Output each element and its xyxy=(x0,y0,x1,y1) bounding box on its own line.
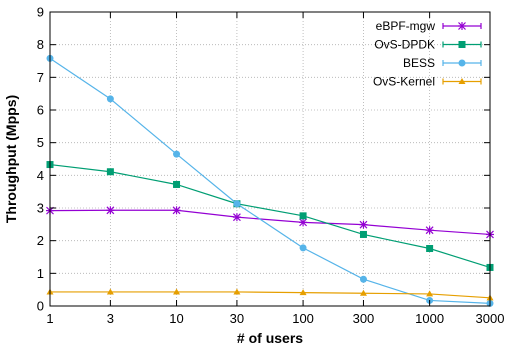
triangle-marker xyxy=(426,290,434,297)
x-tick-label: 3 xyxy=(107,311,114,326)
x-tick-label: 30 xyxy=(230,311,244,326)
x-tick-label: 1000 xyxy=(415,311,444,326)
legend-entry: eBPF-mgw xyxy=(376,19,482,33)
series-BESS xyxy=(46,54,494,307)
series-eBPF-mgw xyxy=(46,206,494,239)
cross-marker xyxy=(359,220,368,229)
circle-marker xyxy=(233,200,241,208)
cross-marker xyxy=(458,22,466,30)
cross-marker xyxy=(299,218,308,227)
square-marker xyxy=(106,168,114,176)
x-tick-label: 10 xyxy=(169,311,183,326)
circle-marker xyxy=(173,150,181,158)
square-marker xyxy=(458,41,466,48)
legend-entry: BESS xyxy=(403,56,482,70)
series-layer xyxy=(46,54,494,307)
legend-entry: OvS-DPDK xyxy=(374,38,482,52)
grid xyxy=(50,12,490,306)
square-marker xyxy=(299,212,307,220)
triangle-marker xyxy=(233,288,241,295)
y-tick-label: 5 xyxy=(37,135,44,150)
series-line xyxy=(50,291,491,299)
circle-marker xyxy=(106,95,114,103)
y-tick-label: 9 xyxy=(37,5,44,20)
square-marker xyxy=(173,180,181,188)
square-marker xyxy=(426,245,434,253)
square-marker xyxy=(359,230,367,238)
legend-label: OvS-DPDK xyxy=(374,38,435,52)
x-axis-label: # of users xyxy=(237,330,303,346)
x-tick-label: 3000 xyxy=(476,311,505,326)
triangle-marker xyxy=(106,288,114,295)
circle-marker xyxy=(458,59,466,67)
triangle-marker xyxy=(173,288,181,295)
cross-marker xyxy=(172,206,181,215)
y-tick-label: 7 xyxy=(37,70,44,85)
cross-marker xyxy=(232,213,241,222)
series-line xyxy=(49,209,491,236)
cross-marker xyxy=(106,206,115,215)
legend-label: eBPF-mgw xyxy=(376,19,436,33)
y-tick-label: 3 xyxy=(37,201,44,216)
legend-label: OvS-Kernel xyxy=(373,75,435,89)
x-tick-label: 100 xyxy=(292,311,314,326)
series-line xyxy=(49,57,491,304)
triangle-marker xyxy=(299,289,307,296)
circle-marker xyxy=(359,275,367,283)
series-OvS-DPDK xyxy=(46,161,494,271)
y-axis-label: Throughput (Mpps) xyxy=(3,95,19,223)
cross-marker xyxy=(425,226,434,235)
legend-label: BESS xyxy=(403,56,435,70)
y-tick-label: 6 xyxy=(37,103,44,118)
plot-frame xyxy=(49,11,491,307)
series-line xyxy=(49,163,491,269)
x-tick-label: 300 xyxy=(353,311,375,326)
circle-marker xyxy=(299,244,307,252)
y-tick-label: 1 xyxy=(37,266,44,281)
y-tick-label: 2 xyxy=(37,233,44,248)
x-tick-label: 1 xyxy=(46,311,53,326)
y-tick-label: 0 xyxy=(37,299,44,314)
triangle-marker xyxy=(458,78,466,84)
y-tick-label: 4 xyxy=(37,168,44,183)
legend-entry: OvS-Kernel xyxy=(373,75,482,89)
legend: eBPF-mgw OvS-DPDK BESS OvS-Kernel xyxy=(373,19,482,89)
y-tick-label: 8 xyxy=(37,37,44,52)
triangle-marker xyxy=(359,289,367,296)
series-OvS-Kernel xyxy=(46,288,494,301)
